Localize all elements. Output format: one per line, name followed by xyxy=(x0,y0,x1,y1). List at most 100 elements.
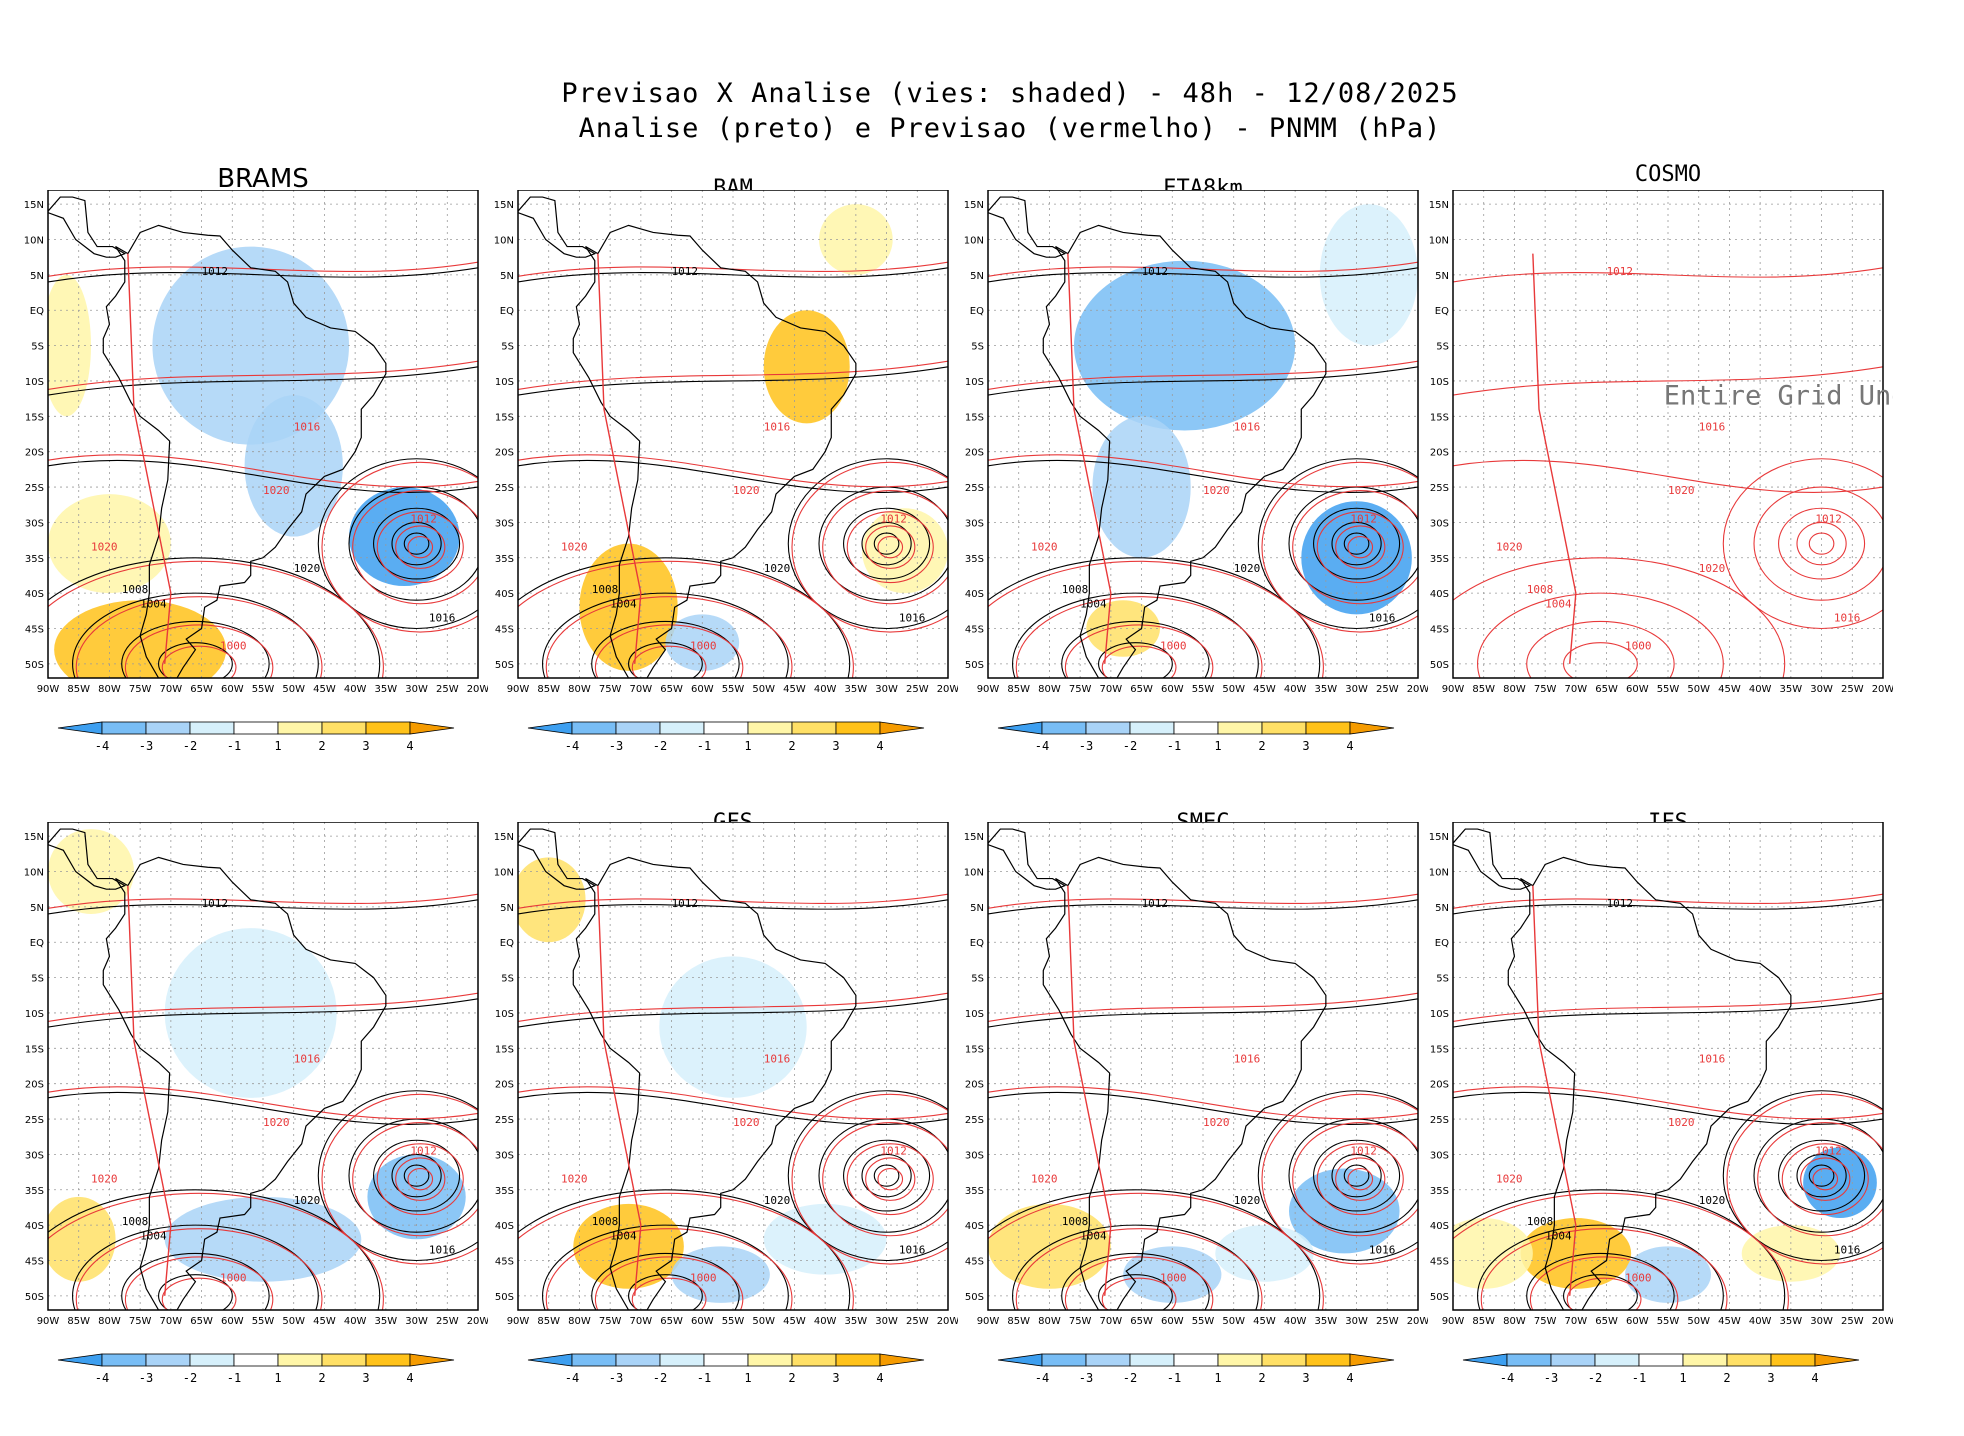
colorbar-tick-label: -1 xyxy=(227,1371,241,1385)
lon-tick-label: 85W xyxy=(537,684,560,695)
lon-tick-label: 50W xyxy=(752,1316,775,1327)
lat-tick-label: 10S xyxy=(495,1009,514,1020)
isobar xyxy=(48,454,478,488)
contour-label: 1016 xyxy=(294,1052,321,1065)
lon-tick-label: 40W xyxy=(814,1316,837,1327)
contour-label: 1016 xyxy=(1234,1052,1261,1065)
lon-tick-label: 45W xyxy=(1253,684,1276,695)
panel-gfs: 1012 1020 1000 1008 1020 1016 1020 1012 1016 1004… xyxy=(470,822,958,1410)
lat-tick-label: 35S xyxy=(965,554,984,565)
isobar xyxy=(391,521,442,566)
contour-label: 1020 xyxy=(263,1116,290,1129)
lat-tick-label: 15N xyxy=(1429,200,1449,211)
contour-label: 1016 xyxy=(1834,1243,1861,1256)
andes-forecast-contours xyxy=(597,253,642,664)
lat-tick-label: 15N xyxy=(24,832,44,843)
colorbar-tick-label: 1 xyxy=(1214,1371,1221,1385)
colorbar-segment xyxy=(1129,721,1175,735)
colorbar-tick-label: -2 xyxy=(183,739,197,753)
colorbar-tick-label: 1 xyxy=(274,739,281,753)
contour-label: 1020 xyxy=(294,562,321,575)
isobar xyxy=(1477,1224,1724,1310)
lat-tick-label: 35S xyxy=(495,1186,514,1197)
isobar xyxy=(1335,525,1386,569)
lat-tick-label: 10N xyxy=(494,868,514,879)
lon-tick-label: 75W xyxy=(1534,684,1557,695)
lon-tick-label: 55W xyxy=(722,1316,745,1327)
lat-tick-label: EQ xyxy=(1435,938,1449,949)
lat-tick-label: 20S xyxy=(495,448,514,459)
lon-tick-label: 60W xyxy=(691,684,714,695)
lon-tick-label: 85W xyxy=(1007,1316,1030,1327)
isobar xyxy=(1453,992,1883,1022)
isobar xyxy=(48,360,478,390)
lat-tick-label: 10S xyxy=(495,377,514,388)
isobar xyxy=(1015,596,1263,678)
colorbar-segment xyxy=(659,721,705,735)
isobar xyxy=(988,560,1324,678)
lon-tick-label: 85W xyxy=(1007,684,1030,695)
colorbar-segment xyxy=(1594,1353,1640,1367)
colorbar-tick-label: -2 xyxy=(653,739,667,753)
lat-tick-label: 20S xyxy=(1430,1080,1449,1091)
isobar xyxy=(158,1274,233,1310)
grid-undefined-message: Entire Grid Und xyxy=(1664,381,1893,412)
coastline-central-america xyxy=(988,196,1067,258)
colorbar-segment xyxy=(189,721,235,735)
contour-label: 1008 xyxy=(1527,583,1554,596)
colorbar-tick-label: 4 xyxy=(876,739,883,753)
lon-tick-label: 60W xyxy=(1161,684,1184,695)
colorbar-tick-label: 1 xyxy=(1214,739,1221,753)
colorbar-left-arrow xyxy=(57,1353,103,1367)
lon-tick-label: 70W xyxy=(160,684,183,695)
colorbar-left-arrow xyxy=(57,721,103,735)
isobar xyxy=(988,459,1418,493)
isobar xyxy=(1313,507,1401,580)
panel-eta: 1012 1020 1000 1008 1020 1016 1020 1012 1016 1004… xyxy=(940,190,1428,778)
lat-tick-label: 10S xyxy=(1430,1009,1449,1020)
lat-tick-label: 15S xyxy=(1430,412,1449,423)
isobar xyxy=(861,521,912,566)
colorbar-segment xyxy=(365,721,411,735)
panel-brams: 1012 1020 1000 1008 1020 1016 1020 1012 1016 1004… xyxy=(0,190,488,778)
coastline-central-america xyxy=(518,196,597,258)
isobar xyxy=(861,1153,912,1198)
contour-label: 1020 xyxy=(1496,541,1523,554)
lat-tick-label: 10S xyxy=(965,1009,984,1020)
map-eta: 1012 1020 1000 1008 1020 1016 1020 1012 1016 1004… xyxy=(964,190,1428,753)
colorbar-tick-label: 3 xyxy=(362,739,369,753)
lat-tick-label: 20S xyxy=(495,1080,514,1091)
colorbar-segment xyxy=(1305,721,1351,735)
lat-tick-label: 10S xyxy=(25,377,44,388)
contour-label: 1004 xyxy=(1080,597,1107,610)
lon-tick-label: 40W xyxy=(1749,684,1772,695)
lat-tick-label: 30S xyxy=(495,518,514,529)
contour-label: 1012 xyxy=(1815,1144,1842,1157)
lon-tick-label: 85W xyxy=(1472,684,1495,695)
isobar xyxy=(48,1192,384,1310)
lat-tick-label: 50S xyxy=(495,660,514,671)
lon-tick-label: 75W xyxy=(599,1316,622,1327)
lon-tick-label: 70W xyxy=(630,684,653,695)
lat-tick-label: 40S xyxy=(1430,589,1449,600)
colorbar: -4 -3 -2 -1 1 2 3 4 xyxy=(997,721,1395,753)
isobar xyxy=(791,1093,948,1265)
isobar xyxy=(1316,1143,1404,1216)
lon-tick-label: 30W xyxy=(1345,1316,1368,1327)
lon-tick-label: 20W xyxy=(1407,1316,1428,1327)
isobar xyxy=(1453,998,1883,1028)
isobar xyxy=(1061,620,1210,678)
coastline-central-america xyxy=(518,828,597,890)
isobar xyxy=(407,536,434,559)
isobar xyxy=(1061,1252,1210,1310)
isobar xyxy=(121,620,270,678)
contour-label: 1004 xyxy=(1545,1229,1572,1242)
lon-tick-label: 35W xyxy=(1780,684,1803,695)
lon-tick-label: 85W xyxy=(1472,1316,1495,1327)
panel-wrf: 1012 1020 1000 1008 1020 1016 1020 1012 1016 1004… xyxy=(0,822,488,1410)
lat-tick-label: 45S xyxy=(1430,624,1449,635)
contour-label: 1008 xyxy=(1527,1215,1554,1228)
isobar xyxy=(48,992,478,1022)
lon-tick-label: 65W xyxy=(1130,1316,1153,1327)
isobar xyxy=(518,1086,948,1120)
